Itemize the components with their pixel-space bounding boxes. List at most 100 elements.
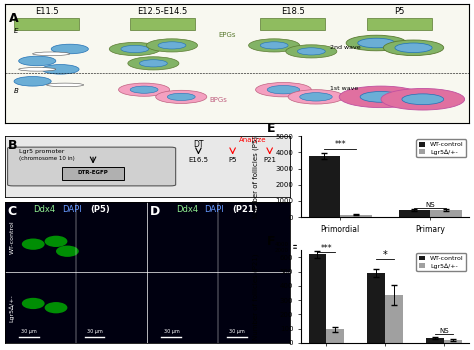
Text: ***: *** <box>334 140 346 149</box>
Circle shape <box>339 86 423 108</box>
Text: 30 μm: 30 μm <box>21 329 37 334</box>
Text: 4000: 4000 <box>275 242 289 247</box>
Legend: WT-control, Lgr5∆/+-: WT-control, Lgr5∆/+- <box>416 253 466 271</box>
Text: NS: NS <box>439 328 449 334</box>
Text: B: B <box>14 88 19 94</box>
Y-axis label: Number of follicles (P5): Number of follicles (P5) <box>252 136 259 218</box>
Text: E: E <box>267 122 276 135</box>
Text: E: E <box>14 28 18 34</box>
Text: E11.5: E11.5 <box>35 7 58 16</box>
Text: B: B <box>8 139 17 152</box>
Bar <box>62 167 124 180</box>
Text: 1st wave: 1st wave <box>330 86 358 91</box>
Text: P5: P5 <box>228 157 237 163</box>
Circle shape <box>267 85 300 94</box>
Circle shape <box>155 90 207 104</box>
Text: 2nd wave: 2nd wave <box>330 45 361 50</box>
Text: D: D <box>150 205 160 218</box>
Bar <box>385 295 403 343</box>
Text: Analyze: Analyze <box>239 137 266 143</box>
Circle shape <box>128 57 179 70</box>
Circle shape <box>300 93 332 101</box>
Circle shape <box>139 60 167 67</box>
Text: 30 μm: 30 μm <box>229 329 245 334</box>
Bar <box>399 210 430 217</box>
Text: Ddx4: Ddx4 <box>176 205 198 214</box>
Text: *: * <box>383 250 387 259</box>
Text: F: F <box>267 236 276 248</box>
Bar <box>309 254 326 343</box>
Circle shape <box>383 40 444 56</box>
Circle shape <box>56 246 79 257</box>
Circle shape <box>395 43 432 52</box>
Text: DT: DT <box>193 140 204 149</box>
Bar <box>444 340 462 343</box>
Text: P21: P21 <box>263 157 276 163</box>
Text: BPGs: BPGs <box>209 97 227 103</box>
Circle shape <box>288 90 344 104</box>
Circle shape <box>22 298 45 309</box>
Legend: WT-control, Lgr5∆/+-: WT-control, Lgr5∆/+- <box>416 139 466 158</box>
Text: Lgr5 promoter: Lgr5 promoter <box>19 149 64 154</box>
Bar <box>340 215 372 217</box>
Y-axis label: Number of follicles (P21): Number of follicles (P21) <box>252 253 259 340</box>
Bar <box>260 18 325 30</box>
Circle shape <box>45 302 67 313</box>
Text: DAPI: DAPI <box>204 205 224 214</box>
Text: WT-control: WT-control <box>9 220 14 254</box>
Circle shape <box>297 48 325 55</box>
Circle shape <box>22 238 45 250</box>
Text: 2000: 2000 <box>275 247 289 253</box>
Text: P5: P5 <box>394 7 405 16</box>
Circle shape <box>18 56 56 66</box>
Text: DTR-EGFP: DTR-EGFP <box>78 170 109 175</box>
Ellipse shape <box>46 83 84 87</box>
Bar <box>430 210 462 217</box>
FancyBboxPatch shape <box>8 147 176 186</box>
Text: A: A <box>9 12 19 25</box>
Text: (P5): (P5) <box>90 205 110 214</box>
Circle shape <box>146 39 198 52</box>
Bar <box>130 18 195 30</box>
Circle shape <box>158 42 186 49</box>
Circle shape <box>360 91 402 102</box>
Text: EPGs: EPGs <box>219 32 236 38</box>
Text: E12.5-E14.5: E12.5-E14.5 <box>137 7 188 16</box>
Text: 30 μm: 30 μm <box>87 329 102 334</box>
Text: 30 μm: 30 μm <box>164 329 179 334</box>
Circle shape <box>14 77 51 86</box>
Ellipse shape <box>18 68 56 71</box>
Circle shape <box>255 83 311 97</box>
Text: (chromosome 10 in): (chromosome 10 in) <box>19 156 75 161</box>
Text: DAPI: DAPI <box>62 205 82 214</box>
Circle shape <box>118 83 170 96</box>
Text: (P21): (P21) <box>233 205 258 214</box>
Bar <box>367 273 385 343</box>
Circle shape <box>109 42 160 56</box>
Circle shape <box>121 46 149 52</box>
Bar <box>367 18 432 30</box>
Circle shape <box>381 89 465 110</box>
Bar <box>309 156 340 217</box>
Text: Lgr5∆/+-: Lgr5∆/+- <box>9 294 15 322</box>
Circle shape <box>286 45 337 58</box>
Bar <box>426 338 444 343</box>
Text: NS: NS <box>425 202 435 208</box>
Circle shape <box>358 38 395 48</box>
Text: C: C <box>8 205 17 218</box>
Bar <box>326 329 344 343</box>
Circle shape <box>51 44 88 54</box>
Circle shape <box>130 86 158 93</box>
Ellipse shape <box>33 52 70 56</box>
Text: E16.5: E16.5 <box>189 157 209 163</box>
Circle shape <box>346 35 407 51</box>
Circle shape <box>167 93 195 100</box>
Circle shape <box>45 236 67 247</box>
Text: E18.5: E18.5 <box>281 7 305 16</box>
Text: Ddx4: Ddx4 <box>33 205 55 214</box>
Circle shape <box>260 42 288 49</box>
Circle shape <box>402 94 444 105</box>
Bar <box>14 18 79 30</box>
Circle shape <box>248 39 300 52</box>
Circle shape <box>42 64 79 74</box>
